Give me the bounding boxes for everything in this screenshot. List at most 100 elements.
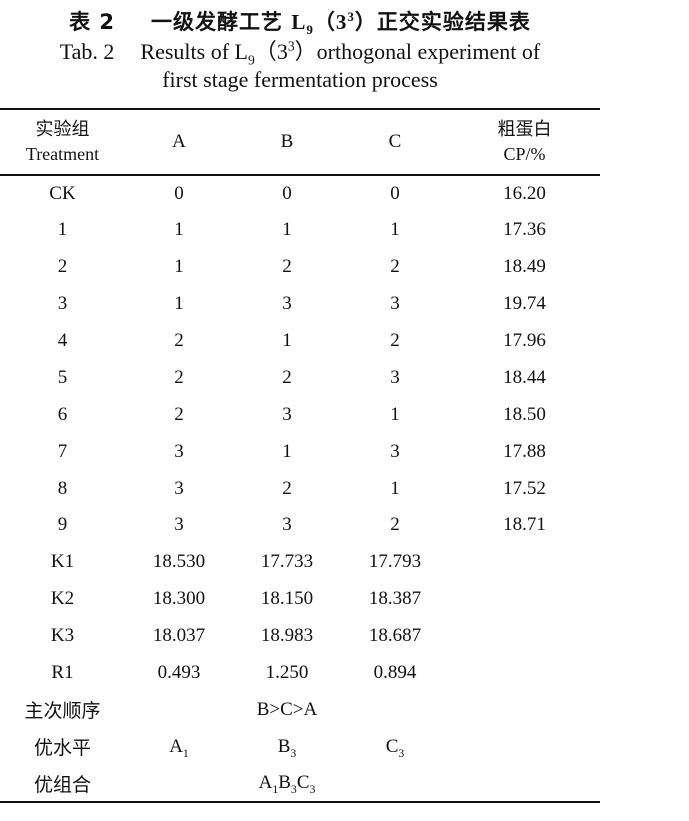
title-english: Tab. 2 Results of L9（33）orthogonal experi… [0,38,600,68]
factor-a-cell: 2 [174,366,184,388]
optimal-level-a-subscript: 1 [182,746,189,760]
treatment-cell: 3 [57,293,68,315]
factor-a-cell: 2 [174,403,184,425]
treatment-cell: 2 [57,256,68,278]
table-row: 3 1 3 3 19.74 [0,286,600,323]
header-treatment-cn: 实验组 [35,119,90,140]
crude-protein-cell: 18.50 [503,403,546,425]
crude-protein-cell [449,618,600,655]
title-en-paren-open: （ [254,39,277,64]
optimal-level-label: 优水平 [33,737,91,760]
title-en-text-before: Results of L [140,39,248,64]
header-row: 实验组 Treatment A B C 粗蛋白 CP/% [0,109,600,175]
table-row: 7 3 1 3 17.88 [0,433,600,470]
factor-b-cell: 1 [282,440,292,462]
factor-b-cell: 3 [282,293,292,315]
table-cell [125,765,233,802]
factor-a-cell: 18.300 [152,588,206,610]
title-cn-exponent: 3 [347,9,355,24]
title-cn-paren-close: ） [354,10,377,34]
crude-protein-cell: 18.49 [503,256,546,278]
combo-sub-3: 3 [309,782,316,796]
title-cn-L: L [291,10,307,34]
factor-a-cell: 1 [174,219,184,241]
table-row: K3 18.037 18.983 18.687 [0,618,600,655]
crude-protein-cell: 17.88 [503,440,546,462]
title-cn-paren-open: （ [313,10,336,34]
table-caption: 表 2 一级发酵工艺 L9（33）正交实验结果表 Tab. 2 Results of… [0,6,600,94]
header-factor-a: A [172,131,186,152]
table-header: 实验组 Treatment A B C 粗蛋白 CP/% [0,109,600,175]
optimal-level-c-subscript: 3 [398,746,405,760]
header-crude-protein-en: CP/% [503,144,546,164]
crude-protein-cell: 18.71 [503,514,546,536]
factor-a-cell: 18.530 [152,551,206,573]
factor-c-cell: 3 [390,293,400,315]
optimal-level-a: A1 [125,728,233,765]
factor-b-cell: 17.733 [260,551,314,573]
crude-protein-cell [449,655,600,692]
optimal-level-b-subscript: 3 [290,746,297,760]
factor-a-cell: 1 [174,256,184,278]
title-en-text-after: orthogonal experiment of [316,39,541,64]
table-cell [341,765,449,802]
table-row: 1 1 1 1 17.36 [0,212,600,249]
factor-b-cell: 1 [282,330,292,351]
factor-a-cell: 1 [174,293,184,315]
crude-protein-cell: 17.96 [503,330,546,351]
factor-b-cell: 3 [282,514,292,536]
table-row: K2 18.300 18.150 18.387 [0,581,600,618]
optimal-level-b-letter: B [277,735,291,757]
factor-c-cell: 0 [390,182,400,204]
table-cell [341,691,449,728]
results-table: 实验组 Treatment A B C 粗蛋白 CP/% CK 0 0 0 16.20 1… [0,108,600,803]
title-en-prefix: Tab. 2 [59,39,115,64]
title-chinese: 表 2 一级发酵工艺 L9（33）正交实验结果表 [0,6,600,38]
factor-b-cell: 2 [282,477,292,499]
treatment-cell: 9 [57,514,68,536]
factor-c-cell: 2 [390,256,400,278]
table-row-order: 主次顺序 B>C>A [0,691,600,728]
treatment-cell: 6 [57,403,68,425]
crude-protein-cell: 18.44 [503,366,546,388]
treatment-cell: 7 [57,440,68,462]
factor-a-cell: 3 [174,477,184,499]
factor-b-cell: 0 [282,182,292,204]
treatment-cell: K3 [50,625,75,647]
title-cn-text-before: 一级发酵工艺 [151,10,292,34]
treatment-cell: 1 [57,219,68,241]
table-cell [449,728,600,765]
crude-protein-cell: 17.52 [503,477,546,499]
combo-part-2: B [278,772,291,794]
table-body: CK 0 0 0 16.20 1 1 1 1 17.36 2 1 2 2 18.49 3 1 3 3 19.74 4 2 1… [0,175,600,803]
table-cell [449,765,600,802]
title-cn-base: 3 [335,10,348,34]
crude-protein-cell: 16.20 [503,182,546,204]
table-row: 2 1 2 2 18.49 [0,249,600,286]
crude-protein-cell: 17.36 [503,219,546,241]
factor-c-cell: 0.894 [373,662,417,684]
treatment-cell: 5 [57,366,68,388]
factor-b-cell: 2 [282,256,292,278]
title-cn-L-subscript: 9 [306,22,314,38]
factor-a-cell: 3 [174,514,184,536]
title-en-exponent: 3 [287,38,295,54]
combo-sub-1: 1 [272,782,279,796]
optimal-level-c-letter: C [385,735,399,757]
factor-b-cell: 2 [282,366,292,388]
factor-b-cell: 1.250 [265,662,309,684]
treatment-cell: R1 [51,662,74,684]
factor-c-cell: 17.793 [368,551,422,573]
combo-part-3: C [296,772,310,794]
title-en-paren-close: ） [294,39,317,64]
header-factor-b: B [280,131,294,152]
table-cell [449,691,600,728]
order-value: B>C>A [256,698,318,720]
crude-protein-cell [449,544,600,581]
title-cn-text-after: 正交实验结果表 [376,10,531,34]
title-en-L-subscript: 9 [247,52,255,68]
title-en-base: 3 [276,39,288,64]
treatment-cell: 4 [57,330,68,351]
treatment-cell: K1 [50,551,75,573]
table-row: CK 0 0 0 16.20 [0,175,600,212]
